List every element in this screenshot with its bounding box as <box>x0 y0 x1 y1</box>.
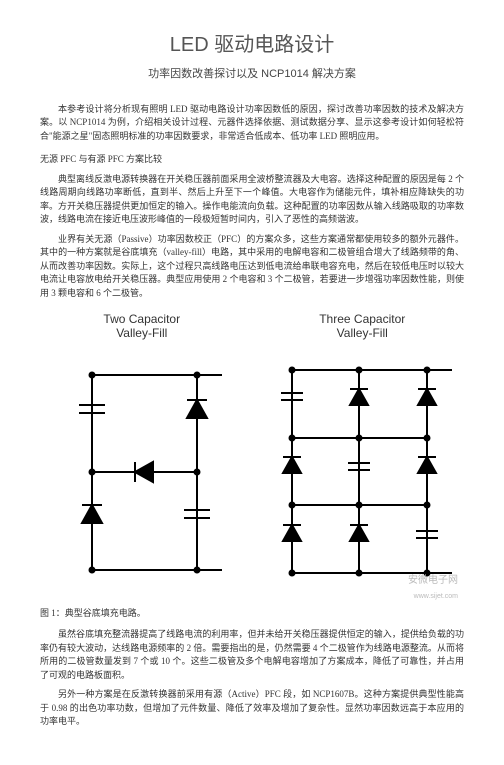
paragraph-5: 另外一种方案是在反激转换器前采用有源（Active）PFC 段，如 NCP160… <box>40 688 464 729</box>
page-subtitle: 功率因数改善探讨以及 NCP1014 解决方案 <box>40 66 464 83</box>
circuit-three-cap <box>267 345 457 585</box>
paragraph-2: 典型离线反激电源转换器在开关稳压器前面采用全波桥整流器及大电容。选择这种配置的原… <box>40 173 464 227</box>
figure-right: Three CapacitorValley-Fill <box>260 312 464 585</box>
figure-right-title: Three CapacitorValley-Fill <box>260 312 464 341</box>
section-heading-1: 无源 PFC 与有源 PFC 方案比较 <box>40 153 464 167</box>
paragraph-3: 业界有关无源（Passive）功率因数校正（PFC）的方案众多，这些方案通常都使… <box>40 233 464 301</box>
circuit-two-cap <box>57 345 227 585</box>
figure-caption: 图 1：典型谷底填充电路。 <box>40 607 464 621</box>
figure-left: Two CapacitorValley-Fill <box>40 312 244 585</box>
figure-row: Two CapacitorValley-Fill <box>40 312 464 585</box>
figure-left-title: Two CapacitorValley-Fill <box>40 312 244 341</box>
intro-paragraph: 本参考设计将分析现有照明 LED 驱动电路设计功率因数低的原因，探讨改善功率因数… <box>40 103 464 144</box>
page-title: LED 驱动电路设计 <box>40 30 464 60</box>
paragraph-4: 虽然谷底填充整流器提高了线路电流的利用率，但并未给开关稳压器提供恒定的输入，提供… <box>40 628 464 682</box>
